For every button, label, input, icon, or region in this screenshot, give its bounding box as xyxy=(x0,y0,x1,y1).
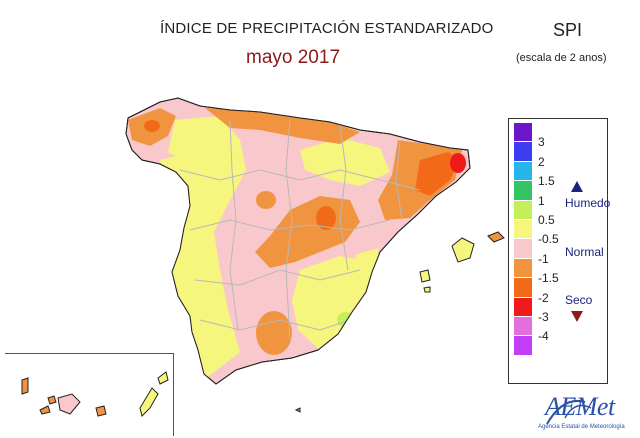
ibiza-island xyxy=(419,269,431,283)
scale-note: (escala de 2 anos) xyxy=(516,52,607,64)
legend-swatch xyxy=(514,297,532,317)
legend-tick-label: -1.5 xyxy=(538,271,559,286)
legend-swatch xyxy=(514,161,532,182)
legend-tick-label: -3 xyxy=(538,310,549,324)
legend-tick-label: 1.5 xyxy=(538,174,555,189)
center-north-dry-spot xyxy=(256,191,276,209)
ceuta xyxy=(294,407,301,413)
legend-dry-label: Seco xyxy=(565,293,593,307)
canary-inset-frame xyxy=(5,353,174,436)
legend-swatch xyxy=(514,336,532,356)
catalonia-very-dry-region xyxy=(415,152,460,196)
north-coast-dry-region xyxy=(205,108,360,144)
legend-normal-label: Normal xyxy=(565,245,604,259)
southwest-wet-spot xyxy=(170,327,190,343)
el-hierro-island xyxy=(39,405,51,415)
legend-swatch xyxy=(514,142,532,162)
legend-tick-label: 2 xyxy=(538,154,545,169)
legend-tick-label: 0.5 xyxy=(538,213,555,227)
legend-tick-label: 3 xyxy=(538,135,545,150)
central-very-dry-spot xyxy=(316,206,336,230)
legend-tick-label: -0.5 xyxy=(538,232,559,247)
la-palma-island xyxy=(21,377,29,395)
southeast-wet-spot xyxy=(337,312,355,328)
map-title: ÍNDICE DE PRECIPITACIÓN ESTANDARIZADO xyxy=(160,20,494,37)
aemet-logo xyxy=(546,400,592,425)
logo-tagline: Agencia Estatal de Meteorología xyxy=(538,424,625,430)
legend-tick-label: 1 xyxy=(538,193,545,208)
tenerife-island xyxy=(57,393,81,415)
mallorca-island xyxy=(451,237,475,263)
legend-swatch xyxy=(514,258,532,279)
legend-swatch xyxy=(514,239,532,259)
legend-swatch xyxy=(514,219,532,240)
legend-wet-label: Humedo xyxy=(565,196,611,210)
legend-tick-label: -4 xyxy=(538,329,549,344)
gran-canaria-island xyxy=(95,405,107,417)
wet-arrow-icon xyxy=(571,181,583,192)
index-name: SPI xyxy=(553,20,583,40)
northwest-yellow-region xyxy=(168,116,240,164)
legend-tick-label: -1 xyxy=(538,251,549,266)
menorca-island xyxy=(487,231,505,243)
legend: 3 2 1.5 1 0.5 -0.5 -1 -1.5 -2 -3 -4 Humedo Normal … xyxy=(508,118,611,384)
legend-swatch xyxy=(514,123,532,143)
lanzarote-island xyxy=(157,371,169,385)
legend-swatch xyxy=(514,181,532,201)
legend-swatch xyxy=(514,200,532,220)
legend-swatch xyxy=(514,278,532,298)
formentera-island xyxy=(423,286,431,293)
south-dry-spot xyxy=(256,311,292,355)
legend-swatch xyxy=(514,316,532,337)
logo-name: AEMet xyxy=(545,392,615,421)
galicia-very-dry-spot xyxy=(144,120,160,132)
dry-arrow-icon xyxy=(571,311,583,322)
legend-color-bar xyxy=(514,123,532,356)
la-gomera-island xyxy=(47,395,57,405)
map-subtitle: mayo 2017 xyxy=(246,47,341,68)
catalonia-extremely-dry-spot xyxy=(450,153,466,173)
legend-tick-label: -2 xyxy=(538,290,549,305)
fuerteventura-island xyxy=(139,387,159,417)
